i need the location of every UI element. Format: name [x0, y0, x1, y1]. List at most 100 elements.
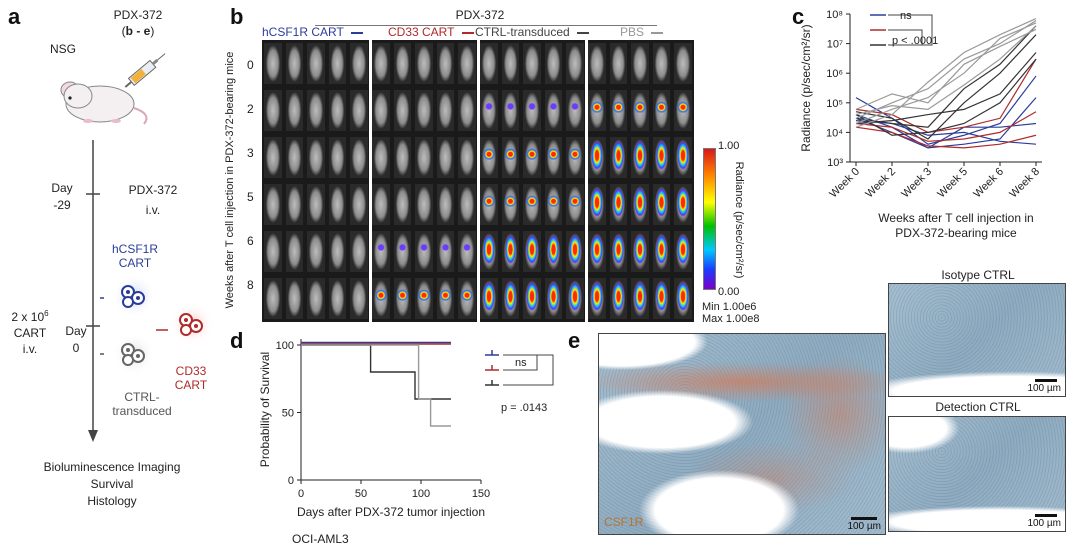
panel-d-cut-text: OCI-AML3 [292, 532, 349, 546]
bli-mouse-image [674, 184, 692, 225]
bli-mouse-image [566, 90, 584, 131]
chart-c-y-tick-label: 10⁵ [826, 98, 843, 110]
week-label-2: 2 [247, 102, 254, 116]
panel-b-ylabel-box: Weeks after T cell injection in PDX-372-… [220, 48, 240, 320]
chart-c-series-line [855, 18, 1037, 128]
bli-mouse-image [307, 278, 325, 319]
bli-mouse-image [566, 43, 584, 84]
chart-c-series-line [855, 97, 1037, 149]
bli-mouse-image [652, 137, 671, 178]
bli-mouse-image [436, 278, 455, 319]
chart-c-series-line [855, 111, 1037, 142]
chart-c-series-line [855, 25, 1037, 116]
readout-survival: Survival [90, 477, 134, 491]
panel-a-pdx-title: PDX-372 [113, 8, 163, 22]
bli-mouse-image [264, 90, 282, 131]
bli-mouse-image [631, 184, 649, 225]
bli-mouse-image [458, 43, 476, 84]
bli-mouse-image [523, 278, 541, 319]
scalebar-detection [1035, 514, 1057, 517]
chart-d-y-tick-label: 50 [282, 408, 294, 420]
bli-mouse-image [652, 43, 671, 84]
bli-mouse-image [588, 278, 606, 319]
bli-mouse-image [264, 278, 282, 319]
bli-mouse-image [285, 278, 304, 319]
csf1r-stain-label: CSF1R [604, 515, 644, 529]
bli-mouse-image [393, 90, 412, 131]
week-label-5: 5 [247, 190, 254, 204]
bli-mouse-image [372, 278, 390, 319]
bli-mouse-image [480, 184, 498, 225]
bli-mouse-image [436, 43, 455, 84]
chart-d-x-tick-label: 150 [472, 488, 490, 500]
bli-mouse-image [415, 137, 433, 178]
bli-mouse-image [674, 278, 692, 319]
bli-mouse-image [458, 184, 476, 225]
chart-c-y-tick-label: 10⁸ [826, 9, 843, 21]
legend-b-hcsf1r-swatch [350, 32, 363, 34]
bli-mouse-image [285, 184, 304, 225]
bli-mouse-image [372, 90, 390, 131]
paren-close: ) [150, 24, 155, 38]
legend-b-pbs: PBS [620, 25, 664, 39]
bli-mouse-image [631, 90, 649, 131]
chart-c-annot-p: p < .0001 [892, 35, 938, 47]
legend-b-hcsf1r: hCSF1R CART [262, 25, 363, 39]
isotype-ctrl-image: 100 µm [888, 283, 1066, 397]
paren-open: ( [121, 24, 126, 38]
bli-mouse-image [350, 137, 368, 178]
bli-mouse-image [631, 43, 649, 84]
bli-mouse-image [674, 231, 692, 272]
bli-mouse-image [285, 43, 304, 84]
colorbar-title: Radiance (p/sec/cm²/sr) [733, 161, 745, 279]
bli-mouse-image [328, 90, 347, 131]
mouse-strain-label: NSG [50, 42, 77, 56]
bli-mouse-image [523, 137, 541, 178]
panel-a-label: a [8, 4, 21, 29]
bli-mouse-image [631, 137, 649, 178]
chart-c-x-tick-label: Week 5 [935, 166, 970, 201]
panel-b-ylabel: Weeks after T cell injection in PDX-372-… [224, 51, 236, 309]
bli-mouse-image [350, 231, 368, 272]
bli-mouse-image [458, 278, 476, 319]
chart-d-bracket-inner [503, 354, 538, 371]
bli-mouse-image [480, 231, 498, 272]
legend-b-cd33-text: CD33 CART [388, 25, 455, 39]
week-label-6: 6 [247, 234, 254, 248]
bli-mouse-image [588, 231, 606, 272]
chart-d-xlabel: Days after PDX-372 tumor injection [297, 505, 485, 519]
bli-mouse-image [523, 90, 541, 131]
colorbar-max-label: 1.00 [718, 140, 740, 152]
bli-mouse-image [436, 184, 455, 225]
chart-c-y-tick-label: 10³ [827, 157, 843, 169]
chart-c-bracket-inner [888, 29, 923, 45]
chart-c-series-line [855, 25, 1037, 128]
legend-b-cd33: CD33 CART [388, 25, 474, 39]
bli-group-separator [476, 40, 480, 322]
bli-mouse-image [674, 43, 692, 84]
scalebar-isotype [1035, 379, 1057, 382]
week-label-8: 8 [247, 278, 254, 292]
legend-b-ctrl-text: CTRL-transduced [475, 25, 570, 39]
chart-c-series-line [855, 58, 1037, 134]
bli-mouse-image [436, 90, 455, 131]
legend-b-ctrl-swatch [577, 32, 590, 34]
panel-b-title-rule [315, 25, 657, 26]
survival-km-chart: 0 50 100 0 50 100 150 Probability of Survival Da… [258, 339, 554, 519]
dose-exponent: 6 [44, 309, 49, 318]
chart-c-x-tick-label: Week 0 [827, 166, 862, 201]
chart-c-y-tick-label: 10⁷ [827, 39, 843, 51]
bli-mouse-image [588, 184, 606, 225]
bli-mouse-image [631, 231, 649, 272]
bli-mouse-image [544, 90, 563, 131]
bli-mouse-image [307, 231, 325, 272]
colorbar-min-text: Min 1.00e6 [702, 301, 757, 313]
readout-bli: Bioluminescence Imaging [43, 460, 181, 474]
chart-d-annot-p: p = .0143 [501, 402, 547, 414]
bli-mouse-image [264, 231, 282, 272]
bli-mouse-image [285, 90, 304, 131]
bli-mouse-image [458, 231, 476, 272]
chart-c-bracket-outer [888, 14, 933, 46]
bli-mouse-image [480, 278, 498, 319]
bli-mouse-image [523, 43, 541, 84]
